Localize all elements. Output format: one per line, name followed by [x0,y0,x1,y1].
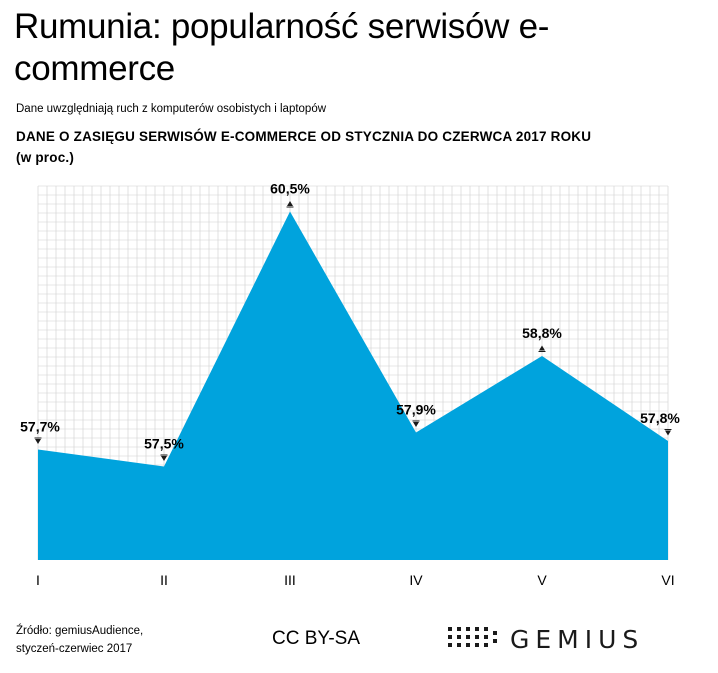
chart-subtitle: DANE O ZASIĘGU SERWISÓW E-COMMERCE OD ST… [16,126,706,168]
data-label: 60,5% [270,181,310,197]
x-tick-label: III [284,572,296,588]
trend-up-icon [539,345,545,351]
x-tick-label: VI [661,572,674,588]
data-note: Dane uwzględniają ruch z komputerów osob… [16,103,327,115]
subtitle-line-1: DANE O ZASIĘGU SERWISÓW E-COMMERCE OD ST… [16,129,592,144]
trend-down-icon [413,422,419,427]
x-tick-label: V [537,572,547,588]
data-label: 57,7% [20,419,60,435]
series-area [38,211,668,560]
trend-down-icon [161,456,167,461]
x-tick-label: II [160,572,168,588]
trend-down-icon [665,430,671,436]
license-label: CC BY-SA [272,628,360,649]
data-label: 57,9% [396,402,436,418]
source-note: Źródło: gemiusAudience, styczeń-czerwiec… [16,622,143,658]
chart-title: Rumunia: popularność serwisów e-commerce [14,7,550,88]
data-label: 57,5% [144,436,184,452]
trend-down-icon [35,439,41,444]
trend-up-icon [287,201,293,206]
x-tick-label: IV [409,572,423,588]
subtitle-line-2: (w proc.) [16,150,75,165]
gemius-logo: GEMIUS [448,625,664,654]
data-label: 58,8% [522,325,562,341]
gemius-wordmark: GEMIUS [510,625,645,654]
source-line-1: Źródło: gemiusAudience, [16,625,144,637]
gemius-dots-icon [448,627,497,647]
source-line-2: styczeń-czerwiec 2017 [16,643,133,655]
x-tick-label: I [36,572,40,588]
data-label: 57,8% [640,410,680,426]
